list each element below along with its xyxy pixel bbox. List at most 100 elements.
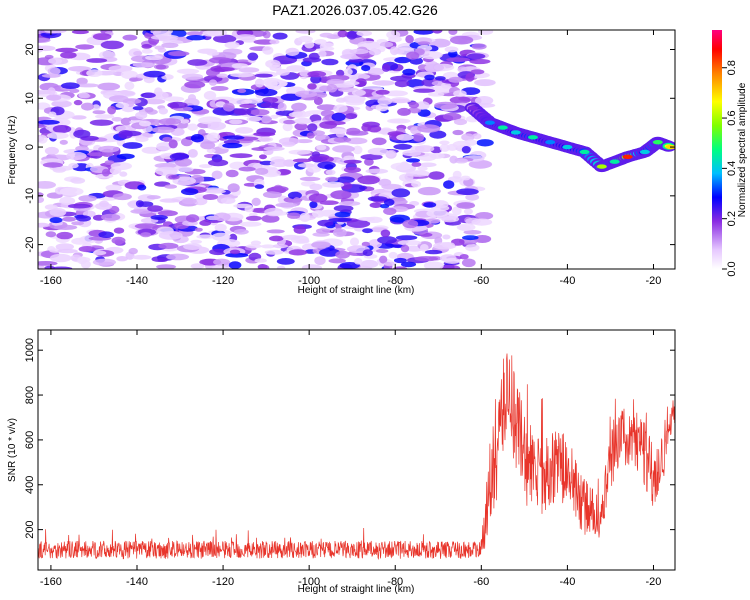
spectrogram-noise-blob (415, 101, 430, 110)
spectrogram-noise-blob (260, 102, 281, 109)
spectrogram-noise-blob (269, 235, 284, 242)
spectrogram-noise-blob (468, 159, 493, 169)
spectrogram-noise-blob (443, 180, 455, 189)
spectrogram-noise-blob (357, 175, 380, 185)
spectrogram-noise-blob (107, 105, 116, 115)
y-tick-label: -20 (24, 237, 36, 253)
spectrogram-noise-blob (449, 35, 474, 45)
colorbar-gradient (712, 30, 722, 269)
spectrogram-noise-blob (372, 80, 395, 86)
spectrogram-noise-blob (71, 30, 89, 35)
signal-ridge-point (652, 140, 663, 145)
spectrogram-noise-blob (114, 239, 124, 246)
spectrogram-noise-blob (316, 104, 337, 111)
spectrogram-noise-blob (471, 43, 487, 50)
spectrogram-noise-blob (465, 193, 480, 201)
spectrogram-noise-blob (118, 130, 133, 139)
spectrogram-noise-blob (390, 162, 412, 171)
x-tick-label: -120 (212, 275, 234, 287)
spectrogram-noise-blob (68, 162, 79, 169)
spectrogram-noise-blob (354, 258, 363, 265)
spectrogram-noise-blob (362, 228, 373, 234)
spectrogram-noise-blob (417, 186, 441, 196)
spectrogram-noise-blob (352, 145, 363, 155)
spectrogram-noise-blob (402, 150, 422, 157)
spectrogram-noise-blob (377, 97, 393, 106)
spectrogram-noise-blob (343, 68, 353, 76)
spectrogram-noise-blob (308, 156, 328, 162)
spectrogram-noise-blob (343, 159, 362, 164)
spectrogram-noise-blob (158, 242, 179, 249)
spectrogram-noise-blob (375, 103, 389, 112)
signal-ridge-point (528, 135, 538, 140)
spectrogram-noise-blob (132, 106, 144, 111)
spectrogram-noise-blob (215, 101, 226, 108)
spectrogram-noise-blob (297, 163, 315, 168)
spectrogram-noise-blob (333, 104, 348, 113)
spectrogram-noise-blob (210, 86, 229, 91)
spectrogram-noise-blob (203, 90, 217, 100)
spectrogram-noise-blob (434, 101, 458, 110)
spectrogram-noise-blob (346, 30, 358, 40)
spectrogram-noise-blob (71, 115, 87, 120)
spectrogram-noise-blob (402, 68, 416, 76)
spectrogram-noise-blob (46, 132, 69, 140)
spectrogram-noise-blob (150, 30, 162, 34)
spectrogram-noise-blob (155, 166, 178, 176)
spectrogram-noise-blob (272, 244, 288, 249)
spectrogram-noise-blob (222, 135, 245, 140)
chart-title: PAZ1.2026.037.05.42.G26 (272, 2, 438, 18)
spectrogram-noise-blob (38, 261, 58, 266)
snr-y-axis-label: SNR (10 * v/v) (7, 418, 18, 482)
spectrogram-noise-blob (204, 189, 226, 194)
y-tick-label: 20 (24, 43, 36, 55)
spectrogram-noise-blob (162, 136, 173, 143)
spectrogram-noise-blob (143, 98, 166, 105)
spectrogram-noise-blob (439, 143, 450, 152)
spectrogram-noise-blob (339, 262, 360, 269)
spectrogram-noise-blob (132, 62, 155, 68)
spectrogram-noise-blob (75, 145, 89, 152)
spectrogram-noise-blob (471, 218, 493, 226)
spectrogram-noise-blob (317, 219, 334, 227)
spectrogram-noise-blob (369, 202, 382, 208)
spectrogram-noise-blob (235, 126, 254, 134)
spectrogram-noise-blob (367, 196, 388, 202)
spectrogram-noise-blob (47, 67, 61, 76)
spectrogram-noise-blob (299, 212, 310, 220)
spectrogram-noise-blob (449, 155, 458, 164)
spectrogram-noise-blob (461, 133, 475, 141)
spectrogram-noise-blob (262, 46, 274, 55)
spectrogram-noise-blob (411, 162, 422, 167)
spectrogram-noise-blob (52, 167, 67, 173)
signal-ridge-point (497, 125, 508, 130)
spectrogram-noise-blob (288, 249, 308, 256)
spectrogram-noise-blob (385, 150, 396, 158)
spectrogram-noise-blob (133, 51, 143, 56)
spectrogram-noise-blob (462, 235, 479, 241)
spectrogram-noise-blob (406, 158, 420, 163)
spectrogram-noise-blob (176, 68, 200, 75)
spectrogram-noise-blob (283, 119, 296, 125)
x-tick-label: -20 (646, 576, 662, 588)
spectrogram-noise-blob (325, 169, 336, 176)
spectrogram-noise-blob (414, 256, 439, 262)
spectrogram-noise-blob (336, 176, 355, 184)
spectrogram-noise-blob (228, 261, 242, 269)
spectrogram-noise-blob (244, 98, 263, 104)
colorbar: 0.0 0.2 0.4 0.6 0.8 Normalized spectral ampl… (712, 30, 748, 277)
spectrogram-noise-blob (76, 77, 88, 85)
spectrogram-noise-blob (389, 46, 399, 56)
spectrogram-noise-blob (393, 257, 407, 264)
spectrogram-noise-blob (346, 219, 371, 228)
spectrogram-noise-blob (424, 63, 445, 72)
y-tick-label: -10 (24, 188, 36, 204)
spectrogram-noise-blob (309, 183, 323, 191)
spectrogram-noise-blob (181, 73, 203, 80)
spectrogram-noise-blob (254, 184, 265, 189)
spectrogram-x-ticks: -160 -140 -120 -100 -80 -60 -40 -20 (40, 30, 661, 287)
colorbar-label: Normalized spectral amplitude (737, 82, 748, 217)
spectrogram-noise-blob (330, 190, 352, 200)
spectrogram-noise-blob (476, 139, 494, 147)
x-tick-label: -120 (212, 576, 234, 588)
